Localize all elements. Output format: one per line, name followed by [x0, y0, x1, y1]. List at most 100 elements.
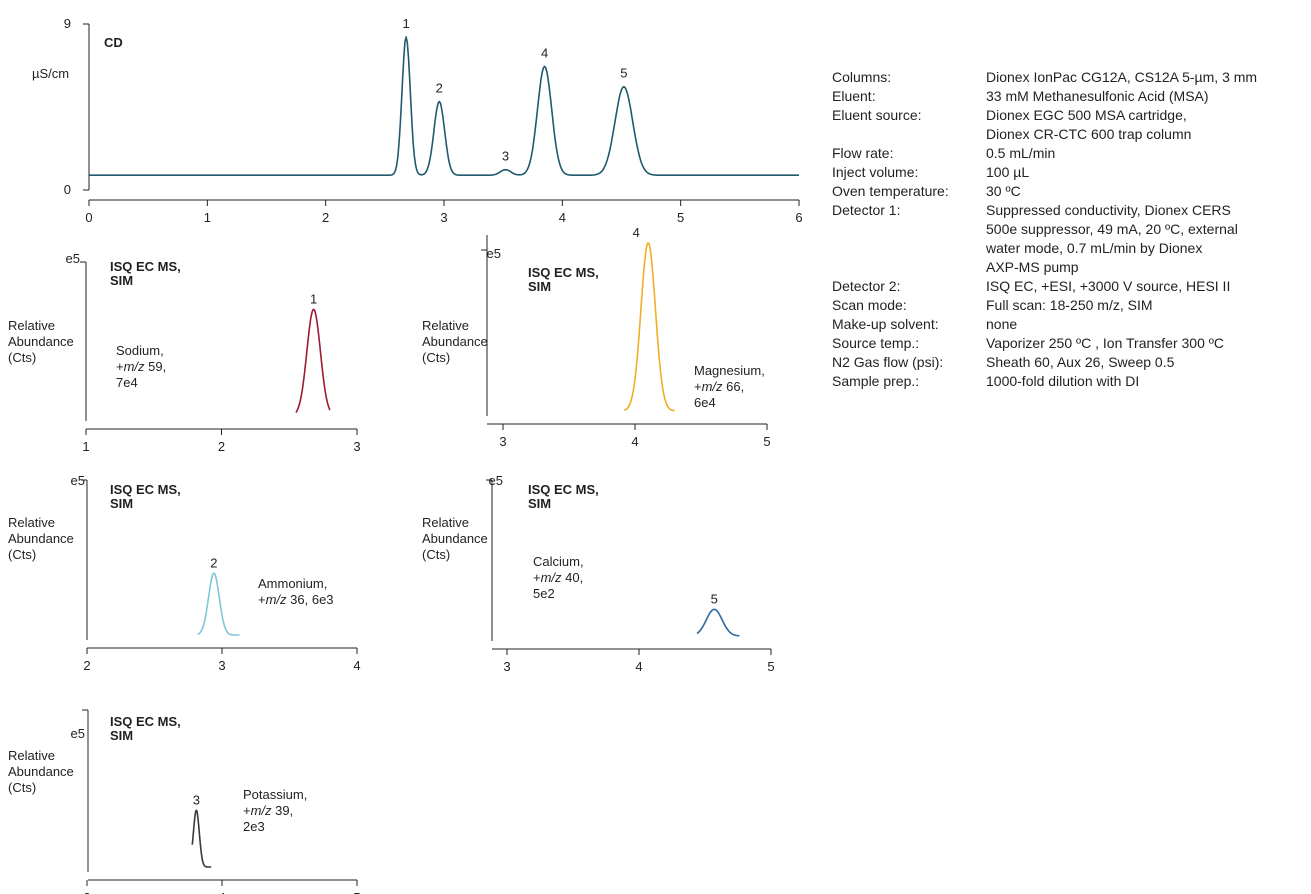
- trace-line: [696, 608, 740, 637]
- condition-value: Full scan: 18-250 m/z, SIM: [986, 297, 1153, 313]
- magnesium-panel: 3 4 5 e5 ISQ EC MS,SIM RelativeAbundance(Cts)…: [422, 225, 771, 449]
- compound-annotation: +m/z 59,: [116, 359, 166, 374]
- trace-line: [623, 242, 676, 412]
- annotation-part: 59,: [145, 359, 167, 374]
- condition-value: Dionex CR-CTC 600 trap column: [986, 126, 1191, 142]
- y-axis-label: (Cts): [422, 547, 450, 562]
- condition-key: Make-up solvent:: [832, 316, 939, 332]
- compound-annotation: +m/z 66,: [694, 379, 744, 394]
- x-tick-label: 2: [218, 439, 225, 454]
- sodium-panel: 1 2 3 e5 ISQ EC MS,SIM RelativeAbundance(Cts)…: [8, 251, 361, 454]
- condition-value: 1000-fold dilution with DI: [986, 373, 1139, 389]
- y-scale-label: e5: [66, 251, 80, 266]
- y-axis-label: Relative: [8, 748, 55, 763]
- compound-annotation: Sodium,: [116, 343, 164, 358]
- y-scale-label: e5: [71, 473, 85, 488]
- condition-value: 33 mM Methanesulfonic Acid (MSA): [986, 88, 1209, 104]
- compound-annotation: +m/z 36, 6e3: [258, 592, 334, 607]
- x-tick-label: 4: [218, 890, 225, 894]
- y-axis-label: Abundance: [8, 334, 74, 349]
- condition-key: Detector 2:: [832, 278, 900, 294]
- compound-annotation: +m/z 39,: [243, 803, 293, 818]
- compound-annotation: Calcium,: [533, 554, 584, 569]
- peak-label: 4: [633, 225, 640, 240]
- detector-label: ISQ EC MS,: [110, 259, 181, 274]
- x-tick-label: 5: [353, 890, 360, 894]
- detector-label: ISQ EC MS,: [110, 714, 181, 729]
- trace-line: [295, 308, 331, 414]
- condition-key: Oven temperature:: [832, 183, 949, 199]
- annotation-part: 40,: [562, 570, 584, 585]
- x-tick-label: 2: [322, 210, 329, 225]
- x-tick-label: 4: [353, 658, 360, 673]
- detector-label: CD: [104, 35, 123, 50]
- condition-key: Eluent:: [832, 88, 876, 104]
- peak-label: 5: [620, 66, 627, 81]
- condition-key: N2 Gas flow (psi):: [832, 354, 943, 370]
- condition-key: Eluent source:: [832, 107, 922, 123]
- trace-line: [89, 36, 799, 176]
- condition-value: Suppressed conductivity, Dionex CERS: [986, 202, 1231, 218]
- condition-value: Vaporizer 250 ºC , Ion Transfer 300 ºC: [986, 335, 1224, 351]
- x-tick-label: 2: [83, 658, 90, 673]
- peak-label: 1: [310, 291, 317, 306]
- annotation-part: +: [258, 592, 266, 607]
- condition-key: Source temp.:: [832, 335, 919, 351]
- condition-value: 30 ºC: [986, 183, 1021, 199]
- condition-key: Detector 1:: [832, 202, 900, 218]
- condition-value: water mode, 0.7 mL/min by Dionex: [985, 240, 1202, 256]
- detector-label: SIM: [528, 496, 551, 511]
- x-tick-label: 3: [503, 659, 510, 674]
- condition-value: Sheath 60, Aux 26, Sweep 0.5: [986, 354, 1175, 370]
- annotation-part: m/z: [124, 359, 145, 374]
- x-tick-label: 3: [218, 658, 225, 673]
- y-axis-label: Relative: [422, 515, 469, 530]
- detector-label: ISQ EC MS,: [528, 265, 599, 280]
- x-tick-label: 3: [440, 210, 447, 225]
- y-axis-label: (Cts): [8, 780, 36, 795]
- compound-annotation: 6e4: [694, 395, 716, 410]
- y-tick-label: 0: [64, 182, 71, 197]
- annotation-part: m/z: [251, 803, 272, 818]
- condition-value: 500e suppressor, 49 mA, 20 ºC, external: [986, 221, 1238, 237]
- peak-label: 3: [502, 149, 509, 164]
- condition-value: 0.5 mL/min: [986, 145, 1055, 161]
- condition-key: Sample prep.:: [832, 373, 919, 389]
- detector-label: ISQ EC MS,: [110, 482, 181, 497]
- x-tick-label: 5: [677, 210, 684, 225]
- y-axis-label: Abundance: [422, 334, 488, 349]
- condition-key: Scan mode:: [832, 297, 907, 313]
- annotation-part: m/z: [541, 570, 562, 585]
- x-tick-label: 5: [763, 434, 770, 449]
- detector-label: SIM: [528, 279, 551, 294]
- y-axis-label: Abundance: [422, 531, 488, 546]
- detector-label: SIM: [110, 273, 133, 288]
- x-tick-label: 3: [83, 890, 90, 894]
- y-scale-label: e5: [487, 246, 501, 261]
- peak-label: 1: [403, 16, 410, 31]
- y-scale-label: e5: [71, 726, 85, 741]
- x-tick-label: 4: [635, 659, 642, 674]
- detector-label: SIM: [110, 728, 133, 743]
- peak-label: 5: [711, 591, 718, 606]
- trace-line: [197, 572, 241, 636]
- y-axis-label: Abundance: [8, 764, 74, 779]
- compound-annotation: 2e3: [243, 819, 265, 834]
- condition-value: none: [986, 316, 1017, 332]
- peak-label: 2: [210, 555, 217, 570]
- peak-label: 2: [436, 80, 443, 95]
- x-tick-label: 4: [631, 434, 638, 449]
- y-axis-label: (Cts): [8, 350, 36, 365]
- trace-line: [191, 809, 212, 868]
- y-scale-label: e5: [489, 473, 503, 488]
- detector-label: ISQ EC MS,: [528, 482, 599, 497]
- conditions-table: Columns: Dionex IonPac CG12A, CS12A 5-µm,…: [832, 69, 1257, 389]
- y-axis-label: Relative: [8, 318, 55, 333]
- cd-panel: 0 1 2 3 4 5 6 0 9 CD µS/cm 1 2 3 4 5: [32, 16, 803, 225]
- annotation-part: 66,: [723, 379, 745, 394]
- annotation-part: m/z: [266, 592, 287, 607]
- x-tick-label: 0: [85, 210, 92, 225]
- x-tick-label: 6: [795, 210, 802, 225]
- annotation-part: m/z: [702, 379, 723, 394]
